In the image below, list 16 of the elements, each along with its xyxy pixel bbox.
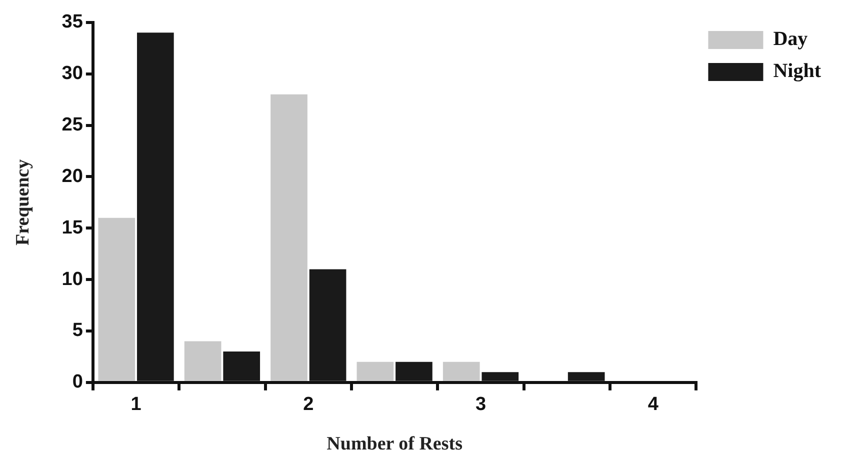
- y-tick-label: 0: [72, 372, 83, 393]
- x-axis-title: Number of Rests: [326, 434, 462, 455]
- y-tick-label: 10: [62, 268, 83, 290]
- x-tick-label: 4: [648, 394, 659, 416]
- x-tick-label: 1: [130, 394, 142, 416]
- y-tick-label: 20: [62, 166, 83, 187]
- y-axis-title: Frequency: [12, 158, 34, 246]
- y-tick-label: 5: [72, 320, 84, 342]
- y-tick-label: 15: [62, 217, 84, 238]
- y-tick-label: 30: [62, 63, 83, 84]
- y-tick-label: 25: [62, 114, 84, 136]
- x-tick-label: 3: [475, 394, 486, 416]
- x-tick-label: 2: [303, 394, 314, 416]
- legend-label: Day: [773, 28, 808, 50]
- legend-label: Night: [773, 60, 822, 82]
- y-tick-label: 35: [62, 12, 84, 33]
